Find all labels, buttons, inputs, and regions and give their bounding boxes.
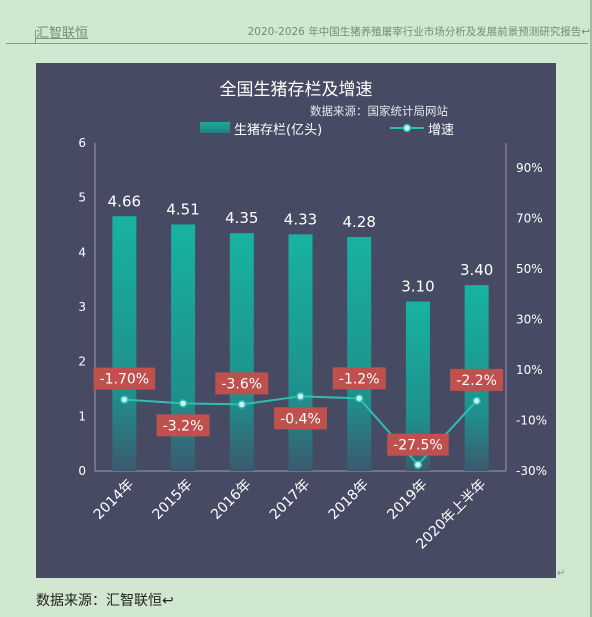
return-mark: ↵ — [557, 568, 566, 579]
growth-label-box — [274, 407, 327, 430]
right-axis-tick-label: 50% — [516, 262, 543, 276]
right-axis-tick-label: -10% — [516, 414, 547, 428]
growth-label-box — [93, 367, 156, 390]
right-axis-tick-label: 70% — [516, 212, 543, 226]
growth-label-box — [332, 367, 386, 390]
bar-value-label: 3.10 — [401, 278, 434, 296]
growth-label-box — [387, 433, 449, 456]
x-axis-tick-label: 2014年 — [91, 477, 137, 523]
x-axis-tick-label: 2017年 — [267, 477, 313, 523]
bar-value-label: 4.66 — [108, 192, 141, 210]
growth-label-text: -0.4% — [280, 411, 321, 427]
growth-point — [354, 394, 364, 403]
legend-label-stock: 生猪存栏(亿头) — [234, 123, 323, 138]
bar-stock — [288, 234, 313, 471]
left-axis-tick-label: 1 — [78, 409, 86, 423]
legend-bar-swatch — [200, 122, 230, 133]
growth-label-box — [450, 368, 504, 391]
growth-label-box — [156, 414, 210, 437]
x-axis-tick-label: 2019年 — [384, 477, 430, 523]
chart-canvas: 0 1 2 3 4 5 6 -30% -10% 10% 30% 50% 70% 90% 4.66 4.51 4.… — [78, 136, 547, 553]
chart-title: 全国生猪存栏及增速 — [219, 80, 373, 100]
x-axis-tick-label: 2016年 — [208, 477, 254, 523]
growth-point — [413, 460, 423, 469]
x-axis-tick-label: 2018年 — [326, 477, 372, 523]
bar-stock — [229, 233, 254, 471]
right-axis-tick-label: 10% — [516, 363, 543, 377]
bar-stock — [112, 216, 137, 471]
bar-value-label: 4.33 — [284, 210, 317, 228]
header-corner-mark — [6, 30, 36, 56]
growth-label-text: -1.70% — [100, 372, 150, 388]
growth-label-text: -2.2% — [456, 373, 497, 389]
chart-source-note: 数据来源：国家统计局网站 — [310, 104, 448, 118]
growth-label-text: -3.2% — [163, 418, 204, 434]
growth-point — [120, 395, 129, 404]
right-axis-tick-label: 30% — [516, 313, 543, 327]
bar-value-label: 4.35 — [225, 209, 258, 227]
left-axis-tick-label: 6 — [78, 136, 86, 150]
growth-label-text: -1.2% — [339, 371, 380, 387]
legend-line-swatch — [390, 123, 424, 133]
bar-stock — [347, 237, 372, 471]
growth-point — [472, 396, 481, 406]
left-axis-tick-label: 3 — [78, 300, 86, 314]
header-company-name: 汇智联恒 — [36, 26, 89, 41]
bar-value-label: 4.28 — [343, 213, 376, 231]
right-axis-tick-label: -30% — [516, 464, 547, 478]
chart-panel: 0 1 2 3 4 5 6 -30% -10% 10% 30% 50% 70% 90% 4.66 4.51 4.… — [36, 63, 556, 578]
bar-value-label: 4.51 — [166, 200, 199, 218]
footer-source-text: 数据来源：汇智联恒↩ — [36, 593, 174, 609]
growth-label-box — [215, 372, 269, 395]
x-axis-tick-label: 2015年 — [149, 477, 195, 523]
growth-point — [296, 392, 305, 401]
page-right-edge — [590, 0, 592, 617]
document-header: 汇智联恒 2020-2026 年中国生猪养殖屠宰行业市场分析及发展前景预测研究报… — [0, 0, 592, 58]
left-axis-tick-label: 5 — [78, 191, 86, 205]
left-axis-tick-label: 2 — [78, 355, 86, 369]
growth-label-text: -27.5% — [393, 438, 443, 454]
growth-point — [178, 399, 188, 408]
right-axis-tick-label: 90% — [516, 161, 543, 175]
left-axis-tick-label: 0 — [78, 464, 86, 478]
bar-value-label: 3.40 — [460, 261, 493, 279]
legend-label-growth: 增速 — [428, 123, 455, 138]
left-axis-tick-label: 4 — [78, 245, 86, 259]
header-report-title: 2020-2026 年中国生猪养殖屠宰行业市场分析及发展前景预测研究报告↩ — [247, 26, 590, 38]
growth-label-text: -3.6% — [221, 376, 262, 392]
growth-point — [237, 400, 247, 409]
header-rule — [36, 43, 588, 44]
